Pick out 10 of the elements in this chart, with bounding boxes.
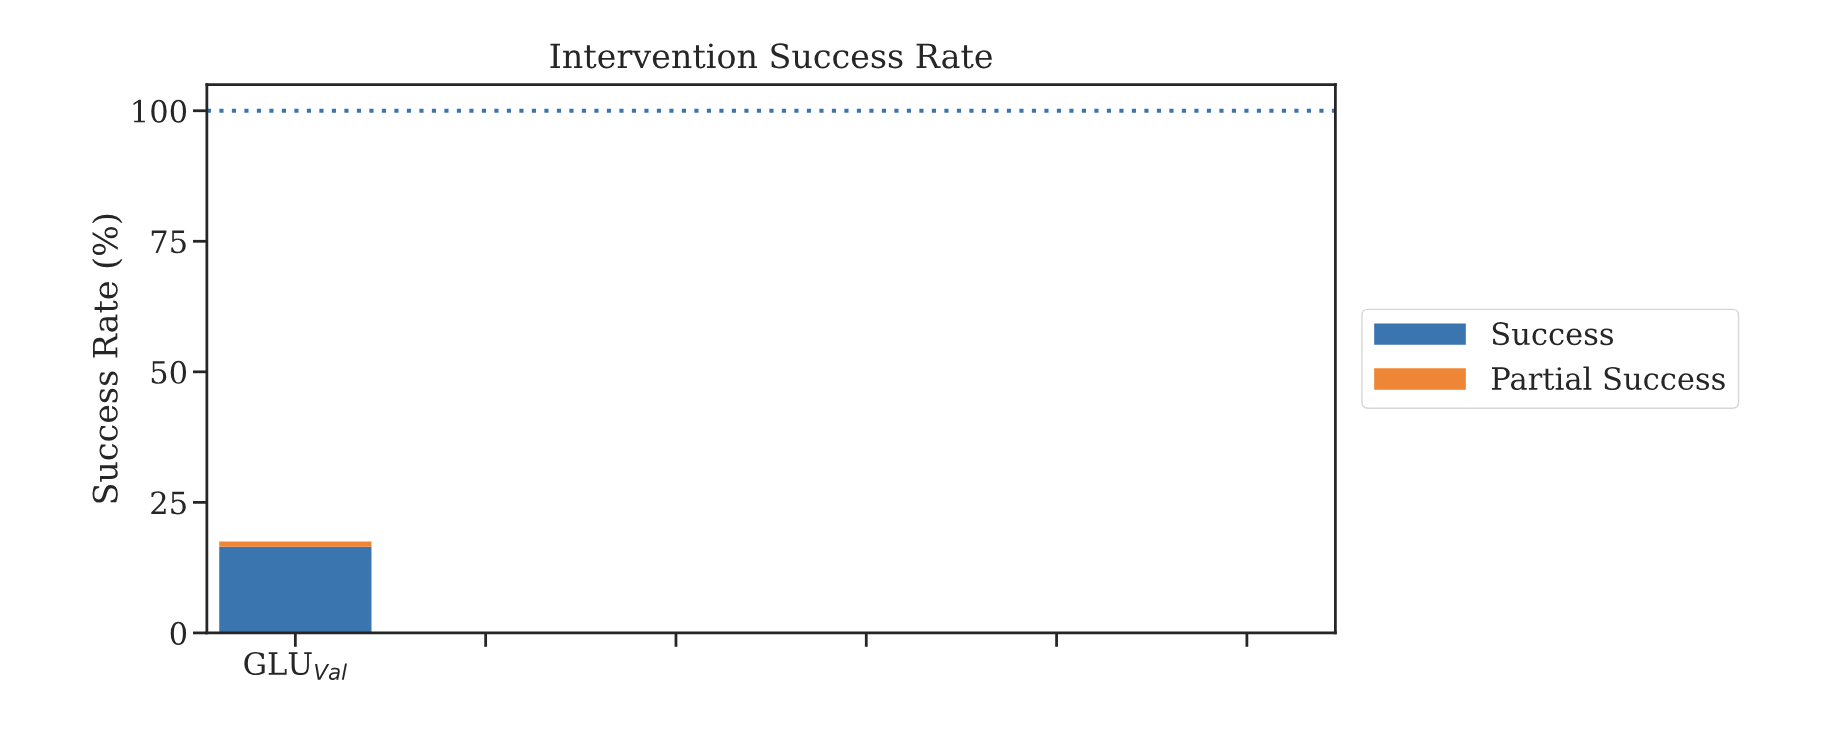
chart-title: Intervention Success Rate — [550, 43, 992, 69]
legend-label: Success — [1492, 322, 1613, 346]
legend-label: Partial Success — [1491, 366, 1725, 391]
y-tick-label: 50 — [151, 360, 187, 384]
y-tick-label: 75 — [151, 230, 186, 254]
y-tick-label: 0 — [170, 621, 187, 645]
y-tick-label: 25 — [151, 491, 186, 515]
x-tick-label: GLU$_{Val}$ — [244, 651, 347, 680]
y-axis-title: Success Rate (%) — [91, 214, 123, 503]
y-tick-label: 100 — [133, 99, 187, 123]
